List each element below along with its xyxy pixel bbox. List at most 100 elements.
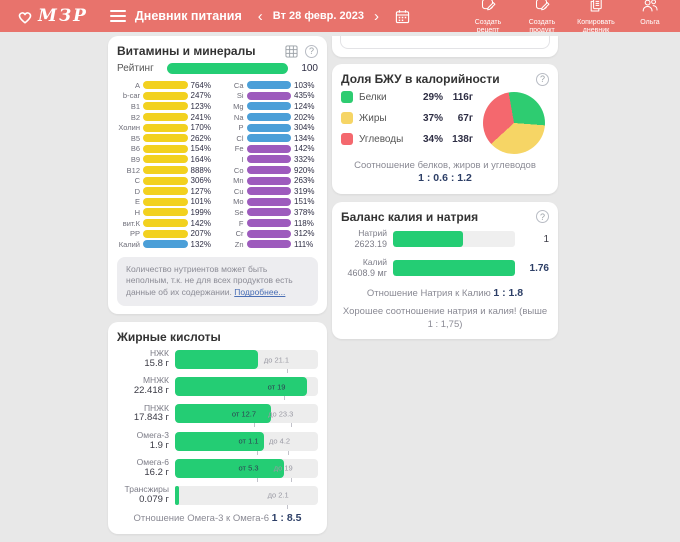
nutrient-name: P xyxy=(238,123,244,133)
fatty-acid-name: МНЖК xyxy=(142,375,169,386)
fatty-acid-row: НЖК 15.8 г до 21.1 xyxy=(117,348,318,374)
nutrient-percent: 319% xyxy=(294,186,315,196)
nutrient-bar xyxy=(143,197,188,206)
nutrient-row: В2 241% xyxy=(117,112,215,123)
balance-rows: Натрий 2623.19 1 Калий 4608.9 мг xyxy=(341,228,550,278)
nutrient-percent: 142% xyxy=(294,144,315,154)
nutrient-row: вит.К 142% xyxy=(117,218,215,229)
nutrient-percent: 134% xyxy=(294,133,315,143)
help-icon[interactable]: ? xyxy=(536,210,549,224)
nutrient-name: Cl xyxy=(236,133,244,143)
legend-name: Углеводы xyxy=(359,133,404,145)
nutrient-row: Ca 103% xyxy=(221,80,319,91)
bju-card: Доля БЖУ в калорийности ? Белки 29% 116г xyxy=(332,64,558,194)
rating-bar xyxy=(167,63,288,74)
range-tick xyxy=(283,396,285,401)
nutrient-bar xyxy=(246,81,291,90)
nutrient-percent: 101% xyxy=(190,197,211,207)
balance-row: Калий 4608.9 мг 1.76 xyxy=(341,257,550,278)
nutrients-note: Количество нутриентов может быть неполны… xyxy=(117,256,318,307)
fatty-acid-row: Омега-3 1.9 г от 1.1 до 4.2 xyxy=(117,430,318,455)
nutrient-bar xyxy=(246,91,291,100)
range-marker-label: от 19 xyxy=(267,382,286,392)
copy-diary-button[interactable]: Копировать дневник xyxy=(574,0,618,35)
nutrient-name: Si xyxy=(236,91,244,101)
nutrient-name: А xyxy=(134,80,140,90)
nutrient-row: Mo 151% xyxy=(221,197,319,208)
nutrient-bar xyxy=(246,166,291,175)
prev-day-button[interactable]: ‹ xyxy=(257,7,263,25)
nutrient-name: Na xyxy=(233,112,244,122)
nutrient-row: В6 154% xyxy=(117,144,215,155)
create-recipe-button[interactable]: Создать рецепт xyxy=(466,0,510,35)
bju-pie-chart xyxy=(483,91,545,154)
nutrient-row: Е 101% xyxy=(117,197,215,208)
user-menu-button[interactable]: Ольга xyxy=(628,0,672,27)
nutrient-bar xyxy=(246,144,291,153)
left-column: Витамины и минералы ? Рейтинг 100 xyxy=(108,36,327,542)
card-title: Баланс калия и натрия xyxy=(341,209,479,224)
next-day-button[interactable]: › xyxy=(373,7,379,25)
bju-ratio-label: Соотношение белков, жиров и углеводов xyxy=(354,160,536,171)
nutrient-percent: 123% xyxy=(190,101,211,111)
current-date[interactable]: Вт 28 февр. 2023 xyxy=(272,10,364,22)
nutrient-name: В12 xyxy=(126,165,140,175)
table-view-icon[interactable] xyxy=(285,44,298,58)
nutrient-bar xyxy=(143,102,188,111)
fatty-acid-value: 0.079 г xyxy=(139,493,169,505)
fatty-acid-label: НЖК 15.8 г xyxy=(117,348,175,370)
balance-ratio: 1.76 xyxy=(529,262,549,274)
fatty-acid-row: ПНЖК 17.843 г от 12.7 до 23.3 xyxy=(117,403,318,428)
fatty-acid-track: от 1.1 до 4.2 xyxy=(175,431,318,455)
nutrient-name: Ca xyxy=(233,80,244,90)
sodium-ratio-footer: Отношение Натрия к Калию 1 : 1.8 xyxy=(341,287,549,301)
nutrient-name: В2 xyxy=(130,112,140,122)
range-tick xyxy=(290,477,292,482)
range-marker-label: до 21.1 xyxy=(263,355,290,365)
menu-icon[interactable] xyxy=(109,10,126,22)
fatty-acid-track: от 5.3 до 19 xyxy=(175,458,318,482)
nutrient-row: Холин 170% xyxy=(117,122,215,133)
nutrient-bar xyxy=(143,219,188,228)
minerals-column: Ca 103% Si 435% Mg xyxy=(221,80,319,250)
create-product-button[interactable]: Создать продукт xyxy=(520,0,564,35)
nutrient-bar xyxy=(143,91,188,100)
nutrient-percent: 142% xyxy=(190,218,211,228)
nutrient-name: b-car xyxy=(122,91,140,101)
nutrient-bar xyxy=(246,176,291,185)
fatty-acid-value: 22.418 г xyxy=(133,385,169,397)
create-product-icon xyxy=(534,0,551,19)
partially-visible-card xyxy=(332,36,558,57)
range-marker-label: до 19 xyxy=(273,463,293,473)
legend-swatch xyxy=(341,133,353,145)
nutrient-percent: 312% xyxy=(294,229,315,239)
nutrient-bar xyxy=(143,176,188,185)
rating-row: Рейтинг 100 xyxy=(117,63,318,74)
range-tick xyxy=(253,423,255,428)
legend-grams: 67г xyxy=(457,112,473,124)
action-label: Создать рецепт xyxy=(474,18,502,34)
nutrient-percent: 103% xyxy=(294,80,315,90)
nutrient-percent: 263% xyxy=(294,176,315,186)
balance-label: Натрий 2623.19 xyxy=(341,228,393,249)
user-name: Ольга xyxy=(640,18,660,26)
calendar-icon[interactable] xyxy=(395,9,410,24)
action-label: Копировать дневник xyxy=(577,18,615,34)
app-logo[interactable]: МЗР xyxy=(16,7,88,25)
nutrient-percent: 304% xyxy=(294,123,315,133)
main-content: Витамины и минералы ? Рейтинг 100 xyxy=(0,32,680,534)
nutrient-name: Zn xyxy=(234,239,244,249)
fatty-acid-value: 1.9 г xyxy=(149,439,169,451)
nutrient-name: РР xyxy=(129,229,140,239)
help-icon[interactable]: ? xyxy=(305,44,318,58)
nutrient-row: РР 207% xyxy=(117,228,215,239)
nutrient-row: Se 378% xyxy=(221,207,319,218)
more-details-link[interactable]: Подробнее... xyxy=(234,287,286,298)
range-marker-label: от 1.1 xyxy=(238,436,259,446)
ratio-label: Отношение Омега-3 к Омега-6 xyxy=(133,513,270,525)
nutrient-percent: 435% xyxy=(294,91,315,101)
nutrient-name: Cu xyxy=(233,186,244,196)
sodium-potassium-card: Баланс калия и натрия ? Натрий 2623.19 1 xyxy=(332,201,558,340)
help-icon[interactable]: ? xyxy=(536,72,549,86)
nutrient-bar xyxy=(246,197,291,206)
